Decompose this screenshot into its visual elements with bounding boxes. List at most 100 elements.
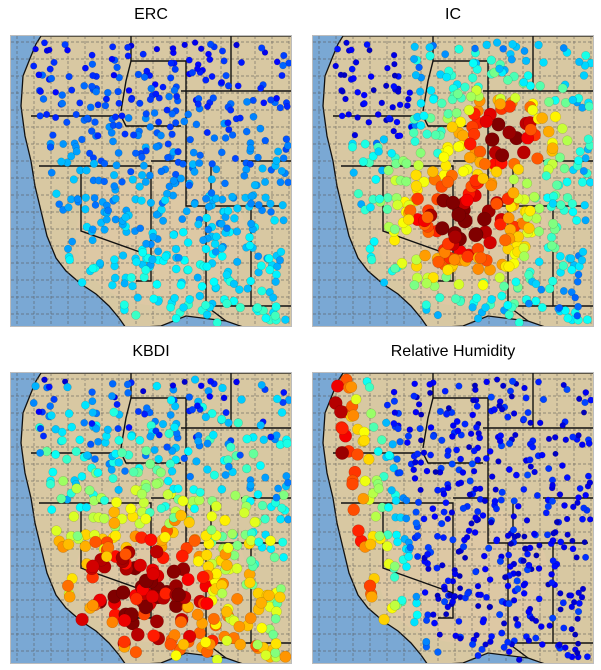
station-marker [411, 71, 421, 80]
station-marker [411, 192, 424, 206]
station-marker [491, 497, 499, 505]
station-marker [545, 284, 555, 294]
station-marker [92, 424, 101, 433]
station-marker [171, 244, 181, 254]
station-marker [371, 175, 381, 184]
station-marker [120, 279, 129, 288]
station-marker [431, 619, 438, 627]
station-marker [271, 277, 280, 286]
station-marker [465, 527, 473, 535]
station-marker [524, 299, 533, 308]
station-marker [268, 629, 279, 640]
station-marker [492, 505, 500, 513]
station-marker [142, 110, 150, 118]
station-marker [35, 408, 43, 416]
station-marker [166, 302, 176, 312]
station-marker [183, 447, 193, 456]
station-marker [476, 211, 492, 227]
station-marker [81, 193, 90, 202]
station-marker [146, 432, 155, 441]
state-border-line [80, 503, 152, 594]
station-marker [421, 211, 434, 224]
station-marker [210, 500, 222, 512]
station-marker [64, 203, 73, 212]
station-marker [490, 166, 503, 178]
station-marker [193, 273, 202, 282]
station-marker [411, 475, 419, 482]
station-marker [499, 45, 507, 53]
station-marker [85, 149, 94, 157]
station-marker [233, 204, 242, 213]
station-marker [69, 175, 78, 184]
station-marker [471, 382, 478, 389]
station-marker [379, 135, 389, 144]
station-marker [88, 408, 97, 417]
station-marker [464, 589, 472, 597]
station-marker [202, 194, 210, 203]
station-marker [267, 433, 275, 441]
station-marker [140, 388, 147, 395]
station-marker [449, 433, 456, 440]
station-marker [559, 163, 570, 174]
station-marker [162, 489, 174, 500]
station-marker [350, 75, 357, 82]
station-marker [471, 44, 479, 53]
station-marker [427, 272, 439, 284]
station-marker [258, 164, 267, 173]
station-marker [169, 176, 178, 185]
station-marker [114, 458, 124, 467]
station-marker [474, 456, 482, 464]
station-marker [485, 544, 493, 552]
station-marker [111, 194, 120, 203]
station-marker [522, 56, 531, 66]
station-marker [401, 176, 412, 187]
station-marker [437, 98, 447, 109]
station-marker [448, 460, 456, 468]
station-marker [384, 502, 393, 512]
station-marker [584, 472, 592, 480]
station-marker [560, 381, 567, 389]
station-marker [580, 61, 590, 70]
station-marker [454, 427, 462, 435]
station-marker [352, 59, 360, 66]
station-marker [488, 473, 496, 480]
station-marker [217, 588, 228, 599]
station-marker [171, 402, 180, 411]
station-marker [257, 500, 268, 511]
station-marker [348, 142, 358, 152]
station-marker [478, 157, 491, 170]
station-marker [547, 232, 557, 242]
station-marker [174, 253, 183, 262]
station-marker [347, 409, 360, 422]
station-marker [483, 235, 497, 250]
station-markers [328, 373, 593, 663]
station-marker [94, 101, 102, 109]
station-marker [482, 40, 491, 50]
station-marker [383, 165, 394, 176]
station-marker [470, 397, 477, 404]
station-marker [211, 247, 220, 256]
station-marker [444, 515, 452, 523]
station-marker [416, 99, 426, 108]
station-marker [521, 178, 533, 189]
station-marker [444, 447, 452, 455]
station-marker [548, 218, 559, 229]
station-marker [203, 439, 212, 448]
station-marker [191, 375, 200, 384]
station-marker [188, 68, 197, 77]
station-marker [370, 511, 381, 522]
station-marker [249, 96, 257, 105]
station-marker [364, 538, 377, 551]
station-marker [142, 239, 151, 248]
station-marker [87, 127, 96, 135]
station-marker [83, 451, 92, 460]
station-marker [451, 593, 458, 600]
station-marker [547, 240, 557, 251]
station-marker [523, 222, 535, 234]
station-marker [280, 51, 288, 60]
station-marker [253, 490, 263, 499]
station-marker [118, 635, 131, 649]
station-marker [549, 481, 556, 489]
station-marker [463, 137, 477, 151]
station-marker [261, 193, 270, 202]
